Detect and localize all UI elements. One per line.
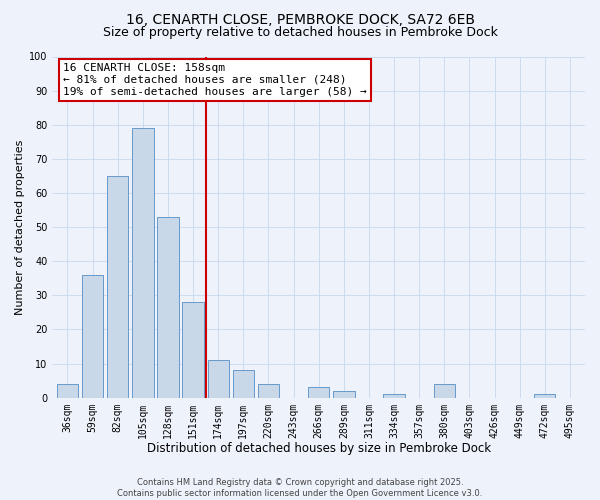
Bar	[132, 128, 154, 398]
Bar	[534, 394, 556, 398]
Bar	[258, 384, 279, 398]
Text: Contains HM Land Registry data © Crown copyright and database right 2025.
Contai: Contains HM Land Registry data © Crown c…	[118, 478, 482, 498]
Text: 16, CENARTH CLOSE, PEMBROKE DOCK, SA72 6EB: 16, CENARTH CLOSE, PEMBROKE DOCK, SA72 6…	[125, 12, 475, 26]
Bar	[233, 370, 254, 398]
Text: Size of property relative to detached houses in Pembroke Dock: Size of property relative to detached ho…	[103, 26, 497, 39]
Bar	[208, 360, 229, 398]
Bar	[182, 302, 204, 398]
Y-axis label: Number of detached properties: Number of detached properties	[15, 140, 25, 315]
Bar	[308, 388, 329, 398]
Bar	[157, 217, 179, 398]
Bar	[82, 275, 103, 398]
Bar	[434, 384, 455, 398]
X-axis label: Distribution of detached houses by size in Pembroke Dock: Distribution of detached houses by size …	[146, 442, 491, 455]
Bar	[107, 176, 128, 398]
Text: 16 CENARTH CLOSE: 158sqm
← 81% of detached houses are smaller (248)
19% of semi-: 16 CENARTH CLOSE: 158sqm ← 81% of detach…	[63, 64, 367, 96]
Bar	[333, 391, 355, 398]
Bar	[383, 394, 405, 398]
Bar	[57, 384, 78, 398]
